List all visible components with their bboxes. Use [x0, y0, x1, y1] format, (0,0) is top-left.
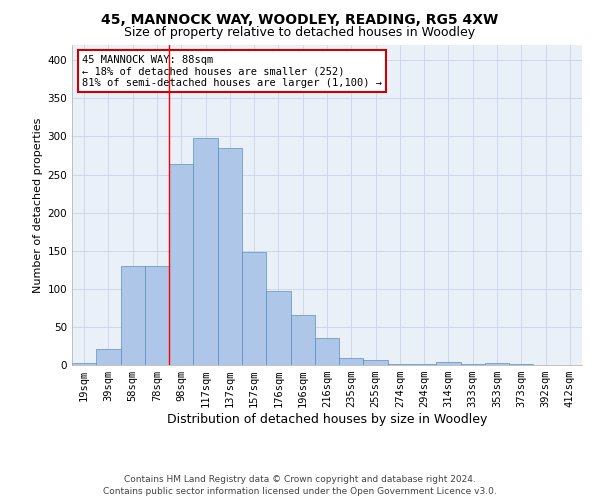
- Y-axis label: Number of detached properties: Number of detached properties: [33, 118, 43, 292]
- Bar: [412, 364, 436, 365]
- Bar: [145, 266, 169, 365]
- Bar: [266, 291, 290, 365]
- Bar: [242, 252, 266, 365]
- Bar: [218, 148, 242, 365]
- Bar: [315, 338, 339, 365]
- Text: 45 MANNOCK WAY: 88sqm
← 18% of detached houses are smaller (252)
81% of semi-det: 45 MANNOCK WAY: 88sqm ← 18% of detached …: [82, 54, 382, 88]
- Bar: [169, 164, 193, 365]
- Bar: [121, 266, 145, 365]
- Bar: [364, 360, 388, 365]
- Bar: [193, 138, 218, 365]
- Bar: [290, 316, 315, 365]
- Text: 45, MANNOCK WAY, WOODLEY, READING, RG5 4XW: 45, MANNOCK WAY, WOODLEY, READING, RG5 4…: [101, 12, 499, 26]
- Bar: [485, 362, 509, 365]
- Bar: [96, 349, 121, 365]
- Bar: [388, 364, 412, 365]
- X-axis label: Distribution of detached houses by size in Woodley: Distribution of detached houses by size …: [167, 413, 487, 426]
- Text: Size of property relative to detached houses in Woodley: Size of property relative to detached ho…: [124, 26, 476, 39]
- Bar: [339, 358, 364, 365]
- Bar: [72, 364, 96, 365]
- Bar: [509, 364, 533, 365]
- Bar: [461, 364, 485, 365]
- Text: Contains HM Land Registry data © Crown copyright and database right 2024.
Contai: Contains HM Land Registry data © Crown c…: [103, 474, 497, 496]
- Bar: [436, 362, 461, 365]
